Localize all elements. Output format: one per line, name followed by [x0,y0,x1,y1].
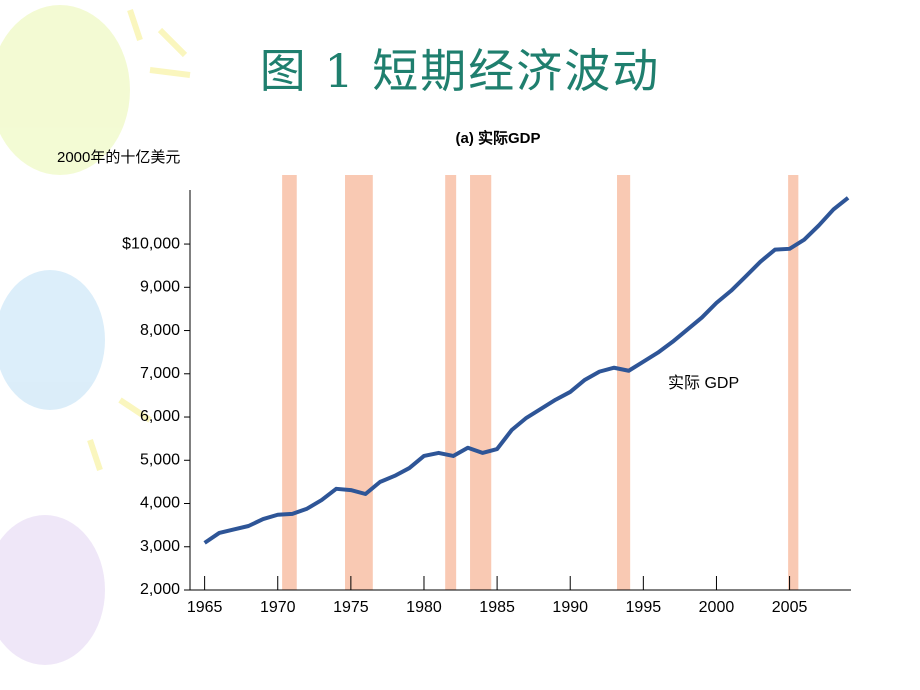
x-tick-label: 2005 [772,599,808,616]
y-axis-label: 2000年的十亿美元 [57,149,180,166]
y-tick-label: 6,000 [140,408,180,425]
data-line [203,196,850,545]
recession-band [445,175,457,590]
y-tick-label: 8,000 [140,322,180,339]
chart-title: 图 1 短期经济波动 [260,44,661,98]
y-tick-label: 7,000 [140,365,180,382]
x-tick-label: 1985 [479,599,515,616]
x-tick-label: 1995 [626,599,662,616]
x-tick-label: 1970 [260,599,296,616]
y-tick-label: 9,000 [140,279,180,296]
x-tick-label: 1965 [187,599,223,616]
x-tick-label: 1980 [406,599,442,616]
x-tick-label: 1975 [333,599,369,616]
y-tick-label: $10,000 [122,235,180,252]
annotation: 实际 GDP [668,374,739,392]
y-tick-label: 5,000 [140,451,180,468]
recession-band [788,175,799,590]
y-tick-label: 3,000 [140,538,180,555]
recession-band [617,175,631,590]
recession-band [282,175,297,590]
y-tick-label: 4,000 [140,495,180,512]
background-decoration [0,5,191,665]
recession-band [345,175,373,590]
chart-subtitle: (a) 实际GDP [455,129,540,147]
x-tick-label: 1990 [552,599,588,616]
y-tick-label: 2,000 [140,581,180,598]
x-tick-label: 2000 [699,599,735,616]
recession-band [470,175,492,590]
